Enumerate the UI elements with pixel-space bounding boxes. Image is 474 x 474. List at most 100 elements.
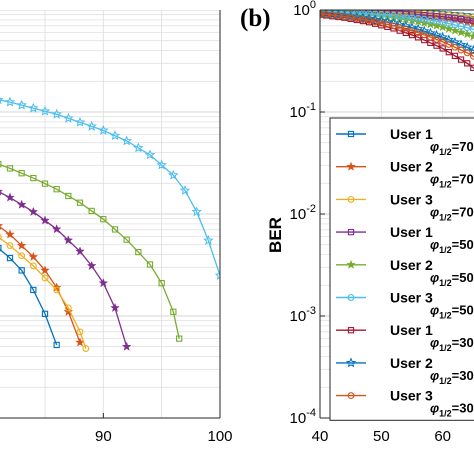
left-series-5 (0, 161, 183, 342)
left-grid (0, 10, 220, 418)
legend-label: User 1 (390, 322, 433, 338)
left-data-point (16, 99, 27, 110)
left-data-point (203, 234, 214, 245)
left-data-point (179, 184, 191, 195)
right-series-group (320, 10, 474, 71)
left-data-point (65, 192, 72, 200)
right-data-point (451, 52, 459, 60)
left-data-point (29, 262, 37, 270)
legend-label: User 3 (390, 191, 433, 207)
left-data-point (86, 260, 97, 271)
right-x-tick-labels: 40 50 60 (312, 413, 451, 445)
right-series-line (320, 13, 474, 58)
right-data-point (462, 28, 473, 39)
legend-label: User 3 (390, 388, 433, 404)
left-data-point (74, 116, 86, 127)
right-data-point (414, 34, 422, 41)
left-series-line (0, 164, 180, 339)
right-series-8 (320, 10, 474, 55)
left-data-point (110, 302, 120, 313)
right-data-point (463, 49, 471, 57)
legend-swatch-marker (345, 357, 357, 368)
right-data-point (457, 15, 465, 23)
left-data-point (28, 206, 39, 216)
right-y-tick-label: 10-4 (290, 407, 316, 427)
right-series-line (320, 10, 474, 31)
left-series-line (0, 237, 87, 349)
legend-entry: User 2φ1/2=30° (336, 355, 474, 386)
legend-entry: User 3φ1/2=50° (336, 290, 474, 321)
left-data-point (18, 170, 25, 177)
right-data-point (433, 35, 440, 43)
left-data-point (30, 286, 37, 294)
legend: User 1φ1/2=70°User 2φ1/2=70°User 3φ1/2=7… (329, 117, 474, 421)
right-data-point (450, 25, 460, 35)
left-data-point (6, 254, 14, 262)
left-data-point (41, 274, 49, 282)
left-x-tick-label: 90 (95, 428, 112, 445)
left-series-group (0, 96, 220, 352)
right-data-point (439, 38, 447, 46)
left-data-point (144, 149, 156, 160)
right-data-point (333, 10, 344, 20)
right-data-point (365, 16, 373, 24)
left-data-point (146, 261, 154, 268)
left-data-point (0, 224, 4, 230)
right-x-tick-label: 60 (434, 428, 451, 445)
left-chart-panel: 8090100 (0, 10, 233, 445)
legend-swatch-marker (347, 228, 355, 236)
legend-half-angle: φ1/2=70° (430, 204, 474, 222)
right-series-line (320, 10, 474, 22)
left-data-point (0, 97, 4, 105)
right-data-point (463, 24, 471, 32)
left-data-point (76, 199, 84, 206)
left-data-point (0, 161, 2, 168)
left-data-point (0, 244, 2, 252)
legend-swatch-marker (347, 130, 355, 138)
right-data-point (406, 22, 418, 33)
left-series-6 (0, 96, 220, 280)
left-data-point (41, 180, 49, 187)
right-data-point (469, 25, 474, 33)
left-data-point (28, 102, 39, 113)
right-data-point (377, 19, 385, 27)
left-data-point (63, 235, 74, 245)
right-data-point (390, 22, 398, 30)
right-data-point (457, 46, 465, 54)
right-data-point (425, 27, 436, 38)
legend-entry: User 3φ1/2=70° (336, 191, 474, 222)
right-data-point (445, 49, 452, 56)
left-series-line (0, 248, 58, 346)
right-data-point (445, 40, 453, 48)
legend-swatch-marker (347, 327, 355, 334)
right-data-point (451, 21, 459, 29)
left-data-point (76, 328, 84, 336)
left-data-point (98, 277, 109, 288)
left-data-point (39, 105, 51, 116)
right-data-point (431, 29, 442, 40)
left-data-point (0, 234, 2, 241)
legend-swatch-marker (347, 392, 355, 400)
legend-half-angle: φ1/2=50° (430, 303, 474, 321)
right-data-point (345, 10, 356, 21)
right-x-tick-label: 50 (373, 428, 390, 445)
legend-entry: User 3φ1/2=30° (336, 388, 474, 419)
legend-half-angle: φ1/2=30° (430, 335, 474, 353)
right-data-point (439, 45, 446, 52)
left-data-point (111, 226, 119, 233)
right-data-point (451, 43, 459, 51)
left-data-point (121, 135, 132, 146)
left-series-3 (0, 234, 90, 352)
legend-half-angle: φ1/2=50° (430, 237, 474, 255)
left-data-point (75, 246, 85, 256)
right-y-tick-label: 10-1 (290, 101, 316, 121)
legend-half-angle: φ1/2=30° (430, 401, 474, 419)
left-data-point (0, 189, 4, 196)
legend-label: User 1 (390, 224, 433, 240)
left-data-point (53, 341, 60, 349)
left-data-point (4, 96, 16, 107)
legend-swatch-marker (347, 294, 355, 301)
left-data-point (16, 240, 27, 250)
right-data-point (470, 17, 474, 25)
